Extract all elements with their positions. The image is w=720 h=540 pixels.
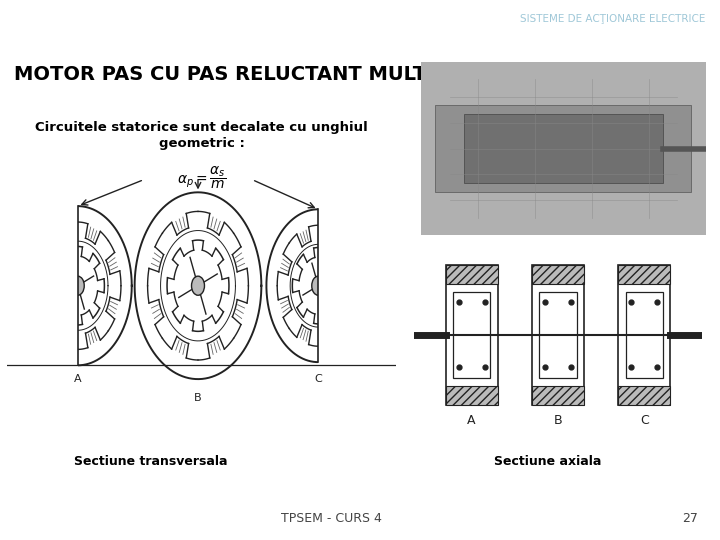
- Text: A: A: [74, 374, 81, 384]
- Text: C: C: [315, 374, 322, 384]
- Bar: [464, 114, 663, 183]
- Text: TPSEM - CURS 4: TPSEM - CURS 4: [281, 512, 382, 525]
- Bar: [618, 265, 670, 405]
- Bar: [539, 292, 577, 378]
- Text: C: C: [640, 414, 649, 427]
- Bar: [626, 292, 663, 378]
- Text: MOTOR PAS CU PAS RELUCTANT MULTICIRCUIT: MOTOR PAS CU PAS RELUCTANT MULTICIRCUIT: [14, 65, 521, 84]
- Bar: [446, 265, 498, 284]
- Text: $\alpha_p = \dfrac{\alpha_s}{m}$: $\alpha_p = \dfrac{\alpha_s}{m}$: [177, 165, 226, 192]
- Bar: [532, 265, 584, 405]
- Text: 27: 27: [683, 512, 698, 525]
- Text: SISTEME DE ACŢIONARE ELECTRICE: SISTEME DE ACŢIONARE ELECTRICE: [521, 14, 706, 24]
- Bar: [446, 386, 498, 405]
- Text: Sectiune transversala: Sectiune transversala: [74, 455, 228, 468]
- Bar: [436, 105, 691, 192]
- Text: B: B: [194, 393, 202, 403]
- Bar: [446, 265, 498, 405]
- Text: B: B: [554, 414, 562, 427]
- Bar: [7, 135, 78, 443]
- Bar: [532, 265, 584, 284]
- Circle shape: [192, 276, 204, 295]
- Text: A: A: [467, 414, 476, 427]
- Bar: [618, 386, 670, 405]
- Bar: [618, 265, 670, 284]
- Text: Sectiune axiala: Sectiune axiala: [493, 455, 601, 468]
- Text: Circuitele statorice sunt decalate cu unghiul
geometric :: Circuitele statorice sunt decalate cu un…: [35, 122, 368, 150]
- Bar: [532, 386, 584, 405]
- Circle shape: [312, 276, 325, 295]
- Bar: [453, 292, 490, 378]
- Circle shape: [71, 276, 84, 295]
